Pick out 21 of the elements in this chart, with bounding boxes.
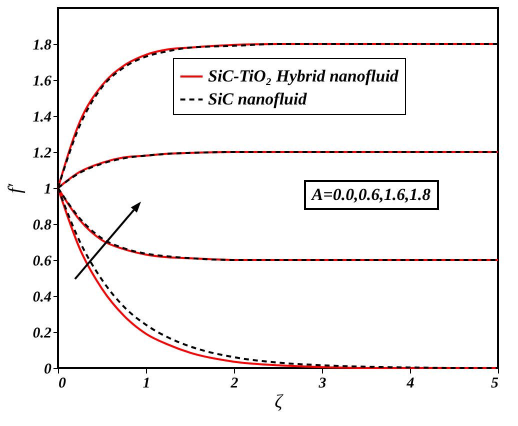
legend-label: SiC nanofluid (208, 90, 308, 108)
y-tick-label: 0 (44, 362, 52, 378)
y-tick-label: 1.4 (32, 110, 52, 126)
legend-label: SiC-TiO₂ Hybrid nanofluid (208, 66, 399, 86)
x-tick-label: 5 (491, 376, 499, 392)
y-tick-label: 1.6 (32, 74, 52, 90)
text-box: A=0.0,0.6,1.6,1.8 (304, 180, 439, 210)
x-tick-label: 2 (230, 376, 239, 392)
y-tick-label: 1.2 (32, 146, 52, 162)
x-tick-label: 3 (318, 376, 327, 392)
y-tick-label: 0.4 (32, 290, 52, 306)
y-axis-title: f′ (4, 182, 26, 194)
y-tick-label: 1 (44, 182, 52, 198)
x-tick-label: 4 (406, 376, 415, 392)
x-tick-label: 1 (142, 376, 150, 392)
y-tick-label: 0.2 (32, 326, 52, 342)
y-tick-label: 1.8 (32, 38, 52, 54)
y-tick-label: 0.8 (32, 218, 52, 234)
x-tick-label: 0 (58, 376, 66, 392)
y-tick-label: 0.6 (32, 254, 52, 270)
x-axis-title: ζ (274, 392, 284, 412)
